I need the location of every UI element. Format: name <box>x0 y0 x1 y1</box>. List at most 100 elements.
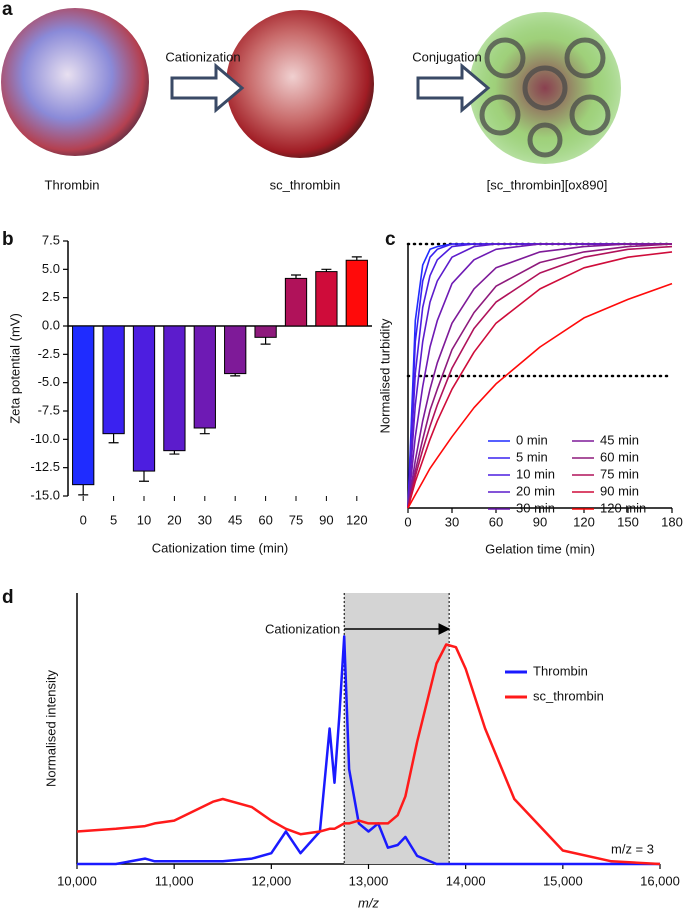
y-tick-label: -5.0 <box>38 374 60 389</box>
y-tick-label: -12.5 <box>30 459 60 474</box>
image-caption: sc_thrombin <box>270 177 341 192</box>
x-tick-label: 120 <box>573 514 595 529</box>
bar <box>284 277 308 327</box>
x-tick-label: 0 <box>404 514 411 529</box>
legend-label: 60 min <box>600 449 639 464</box>
error-bar <box>260 337 271 345</box>
y-tick-label: 0.0 <box>42 317 60 332</box>
x-tick-label: 20 <box>167 512 181 527</box>
legend-label: 0 min <box>516 432 548 447</box>
x-tick-label: 150 <box>617 514 639 529</box>
legend-label: 10 min <box>516 466 555 481</box>
x-tick-label: 10,000 <box>57 873 97 888</box>
annotation: m/z = 3 <box>611 841 654 856</box>
y-tick-label: -15.0 <box>30 487 60 502</box>
series-line <box>407 245 673 509</box>
bar <box>193 325 216 429</box>
y-axis-title: Normalised turbidity <box>377 318 392 433</box>
panel-label: b <box>2 229 14 250</box>
error-bar <box>291 274 301 279</box>
x-tick-label: 30 <box>445 514 459 529</box>
y-axis-title: Normalised intensity <box>43 669 58 787</box>
bar <box>254 325 277 338</box>
error-bar <box>230 373 241 377</box>
x-tick-label: 90 <box>533 514 547 529</box>
arrow <box>416 62 491 114</box>
x-tick-label: 60 <box>258 512 272 527</box>
legend-label: 75 min <box>600 466 639 481</box>
x-tick-label: 30 <box>198 512 212 527</box>
legend-label: 5 min <box>516 449 548 464</box>
bar <box>132 325 156 472</box>
y-tick-label: 5.0 <box>42 261 60 276</box>
x-tick-label: 14,000 <box>446 873 486 888</box>
protein-image <box>1 8 149 156</box>
bar <box>345 259 368 327</box>
y-tick-label: -2.5 <box>38 346 60 361</box>
series-line <box>407 243 672 509</box>
protein-image <box>469 12 621 164</box>
cage-ring <box>564 37 606 79</box>
bar <box>72 325 95 486</box>
legend-label: 45 min <box>600 432 639 447</box>
cage-ring <box>484 37 526 79</box>
y-tick-label: 2.5 <box>42 289 60 304</box>
arrow <box>170 62 245 114</box>
x-tick-label: 10 <box>137 512 151 527</box>
panel-label: a <box>2 0 13 20</box>
error-bar <box>78 484 89 496</box>
arrow-label: Conjugation <box>412 49 481 64</box>
legend-label: 90 min <box>600 483 639 498</box>
bar <box>163 325 186 452</box>
y-tick-label: -10.0 <box>30 431 60 446</box>
image-caption: Thrombin <box>45 177 100 192</box>
x-tick-label: 15,000 <box>543 873 583 888</box>
legend-label: Thrombin <box>533 663 588 678</box>
y-tick-label: -7.5 <box>38 402 60 417</box>
x-tick-label: 0 <box>80 512 87 527</box>
x-tick-label: 120 <box>346 512 368 527</box>
series-line <box>407 251 673 509</box>
x-tick-label: 16,000 <box>640 873 680 888</box>
error-bar <box>321 268 332 272</box>
cage-ring <box>569 94 611 136</box>
x-tick-label: 90 <box>319 512 333 527</box>
shaded-region <box>344 593 450 864</box>
legend-label: 30 min <box>516 500 555 515</box>
x-axis-title: Gelation time (min) <box>485 541 595 556</box>
panel-label: c <box>385 229 396 250</box>
bar <box>315 271 338 327</box>
x-tick-label: 12,000 <box>251 873 291 888</box>
cage-ring <box>522 65 568 111</box>
x-tick-label: 60 <box>489 514 503 529</box>
cage-ring <box>527 122 563 158</box>
error-bar <box>169 450 180 455</box>
error-bar <box>108 433 119 444</box>
y-tick-label: 7.5 <box>42 232 60 247</box>
x-tick-label: 11,000 <box>155 873 194 888</box>
y-axis-title: Zeta potential (mV) <box>7 313 22 424</box>
legend-label: 120 min <box>600 500 646 515</box>
error-bar <box>351 256 362 261</box>
error-bar <box>139 471 149 482</box>
arrow-label: Cationization <box>265 621 340 636</box>
error-bar <box>199 428 210 435</box>
x-tick-label: 180 <box>661 514 683 529</box>
x-axis-title: Cationization time (min) <box>152 540 289 555</box>
arrow-label: Cationization <box>165 49 240 64</box>
cage-ring <box>479 94 521 136</box>
legend-label: sc_thrombin <box>533 688 604 703</box>
x-tick-label: 5 <box>110 512 117 527</box>
x-tick-label: 75 <box>289 512 303 527</box>
x-tick-label: 45 <box>228 512 242 527</box>
series-line <box>407 243 673 509</box>
series-line <box>407 243 672 509</box>
series-line <box>76 643 661 866</box>
legend-label: 20 min <box>516 483 555 498</box>
bar <box>102 325 125 435</box>
series-line <box>77 635 660 866</box>
image-caption: [sc_thrombin][ox890] <box>487 177 608 192</box>
x-tick-label: 13,000 <box>349 873 389 888</box>
panel-label: d <box>2 587 14 608</box>
